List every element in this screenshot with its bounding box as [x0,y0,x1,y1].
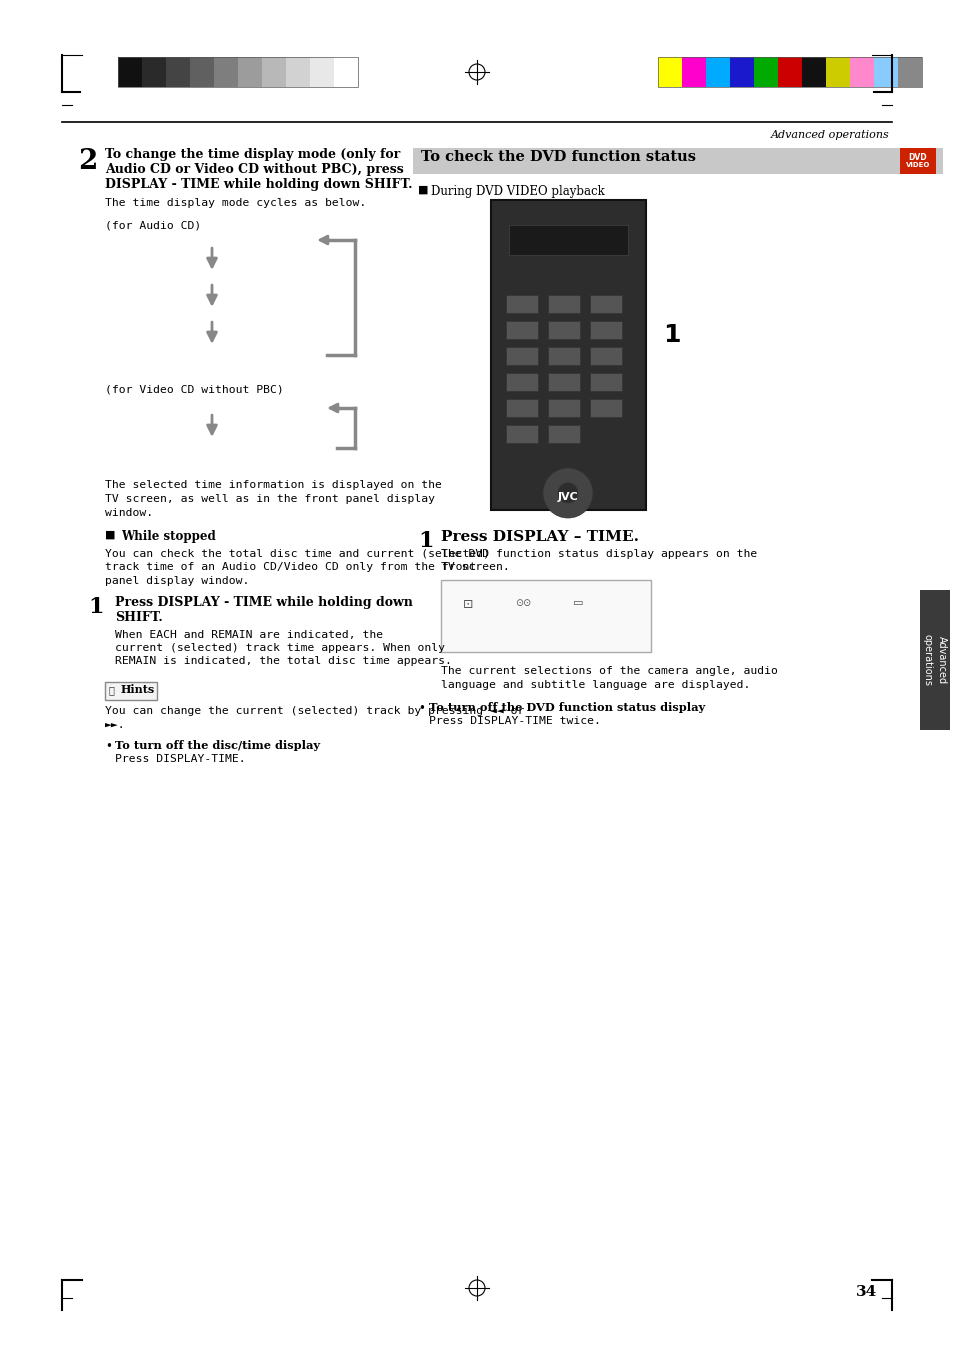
Text: The selected time information is displayed on the: The selected time information is display… [105,480,441,490]
Bar [413,149,942,174]
Text: 34: 34 [855,1285,876,1300]
Text: JVC: JVC [558,492,578,503]
Bar [262,57,286,86]
Bar [440,580,650,653]
Bar [547,347,579,365]
Text: window.: window. [105,508,153,517]
Bar [286,57,310,86]
Text: Press DISPLAY-TIME.: Press DISPLAY-TIME. [115,754,245,765]
Text: ■: ■ [417,185,428,195]
Text: To check the DVD function status: To check the DVD function status [420,150,696,163]
Bar [118,57,357,86]
Circle shape [558,484,578,503]
Text: (for Video CD without PBC): (for Video CD without PBC) [105,385,283,394]
Text: Audio CD or Video CD without PBC), press: Audio CD or Video CD without PBC), press [105,163,403,176]
Text: To turn off the disc/time display: To turn off the disc/time display [115,740,320,751]
Text: 🔵: 🔵 [109,685,114,694]
Bar [505,322,537,339]
Text: 1: 1 [417,530,433,553]
Text: TV screen.: TV screen. [440,562,509,571]
Bar [705,57,729,86]
Bar [491,200,645,509]
Text: (for Audio CD): (for Audio CD) [105,220,201,230]
Bar [505,295,537,313]
Text: The time display mode cycles as below.: The time display mode cycles as below. [105,199,366,208]
Bar [505,399,537,417]
Text: TV screen, as well as in the front panel display: TV screen, as well as in the front panel… [105,494,435,504]
Text: •: • [105,740,112,753]
Text: Press DISPLAY-TIME twice.: Press DISPLAY-TIME twice. [429,716,600,725]
Bar [801,57,825,86]
Text: language and subtitle language are displayed.: language and subtitle language are displ… [440,680,750,690]
Bar [505,426,537,443]
Bar [547,426,579,443]
Text: You can change the current (selected) track by pressing ◄◄ or: You can change the current (selected) tr… [105,707,524,716]
Text: ▭: ▭ [572,598,582,608]
Text: ⊙⊙: ⊙⊙ [515,598,531,608]
Bar [681,57,705,86]
Text: SHIFT.: SHIFT. [115,611,163,624]
Text: The DVD function status display appears on the: The DVD function status display appears … [440,549,757,559]
Bar [897,57,921,86]
Bar [547,322,579,339]
Bar [778,57,801,86]
Bar [310,57,334,86]
Text: 2: 2 [78,149,97,176]
Text: REMAIN is indicated, the total disc time appears.: REMAIN is indicated, the total disc time… [115,657,452,666]
Bar [849,57,873,86]
Text: Press DISPLAY - TIME while holding down: Press DISPLAY - TIME while holding down [115,596,413,609]
Bar [509,226,627,255]
Bar [237,57,262,86]
Text: To turn off the DVD function status display: To turn off the DVD function status disp… [429,703,704,713]
Bar [825,57,849,86]
Bar [589,373,621,390]
Bar [589,295,621,313]
Text: The current selections of the camera angle, audio: The current selections of the camera ang… [440,666,777,676]
Text: ■: ■ [105,530,115,540]
Text: When EACH and REMAIN are indicated, the: When EACH and REMAIN are indicated, the [115,630,383,640]
Bar [166,57,190,86]
Bar [753,57,778,86]
Bar [505,373,537,390]
Circle shape [542,467,593,517]
Text: VIDEO: VIDEO [904,162,929,168]
Bar [547,399,579,417]
Bar [589,322,621,339]
Bar [729,57,753,86]
Text: 1: 1 [88,596,103,617]
Bar [142,57,166,86]
Text: Advanced operations: Advanced operations [770,130,889,141]
Bar [873,57,897,86]
Text: You can check the total disc time and current (selected): You can check the total disc time and cu… [105,549,490,558]
Text: ⊡: ⊡ [462,598,473,611]
Bar [589,347,621,365]
Bar [505,347,537,365]
Bar [118,57,142,86]
Text: current (selected) track time appears. When only: current (selected) track time appears. W… [115,643,444,653]
Bar [105,682,157,700]
Text: track time of an Audio CD/Video CD only from the front: track time of an Audio CD/Video CD only … [105,562,476,571]
Text: During DVD VIDEO playback: During DVD VIDEO playback [431,185,604,199]
Text: To change the time display mode (only for: To change the time display mode (only fo… [105,149,400,161]
Text: Advanced
operations: Advanced operations [923,634,946,686]
Text: panel display window.: panel display window. [105,576,249,586]
Text: DVD: DVD [908,153,926,162]
Text: ►►.: ►►. [105,720,126,730]
Bar [658,57,921,86]
Text: While stopped: While stopped [121,530,215,543]
Bar [547,373,579,390]
Bar [899,149,935,174]
Text: Press DISPLAY – TIME.: Press DISPLAY – TIME. [440,530,639,544]
Bar [919,590,949,730]
Text: Hints: Hints [121,684,155,694]
Bar [547,295,579,313]
Bar [589,399,621,417]
Bar [658,57,681,86]
Bar [190,57,213,86]
Bar [213,57,237,86]
Text: 1: 1 [662,323,679,347]
Text: DISPLAY - TIME while holding down SHIFT.: DISPLAY - TIME while holding down SHIFT. [105,178,412,190]
Text: •: • [417,703,424,715]
Bar [334,57,357,86]
